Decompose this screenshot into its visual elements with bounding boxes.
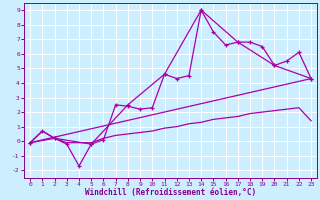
X-axis label: Windchill (Refroidissement éolien,°C): Windchill (Refroidissement éolien,°C) [85,188,256,197]
